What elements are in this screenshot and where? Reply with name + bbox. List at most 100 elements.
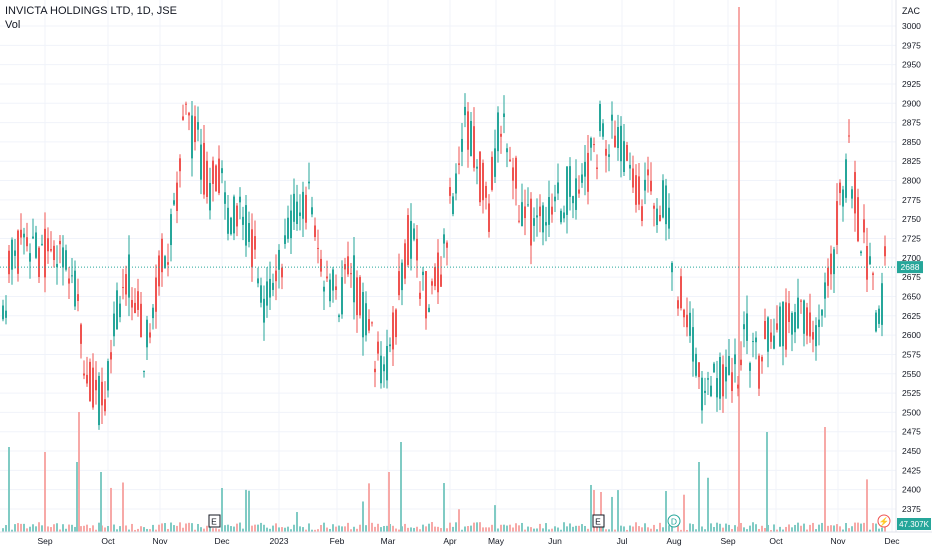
volume-bar: [428, 523, 430, 532]
candle-body: [302, 191, 304, 219]
volume-bar: [434, 526, 436, 532]
candle-body: [206, 160, 208, 197]
candle-body: [419, 292, 421, 299]
volume-bar: [323, 522, 325, 532]
volume-bar: [716, 522, 718, 532]
candle-body: [581, 174, 583, 183]
volume-bar: [137, 528, 139, 532]
candle-body: [341, 277, 343, 315]
volume-bar: [425, 526, 427, 532]
candle-body: [62, 247, 64, 268]
marker-box: [592, 514, 605, 528]
candle-body: [698, 362, 700, 378]
candle-body: [545, 222, 547, 226]
marker-circle: [877, 514, 891, 528]
candle-body: [5, 310, 7, 318]
volume-bar: [794, 524, 796, 532]
candle-body: [20, 229, 22, 238]
dividend-icon[interactable]: D: [667, 514, 681, 528]
candle-body: [701, 377, 703, 411]
candle-body: [476, 166, 478, 169]
volume-bar: [578, 525, 580, 532]
volume-bar: [2, 528, 4, 532]
volume-bar: [809, 524, 811, 532]
symbol-title[interactable]: INVICTA HOLDINGS LTD, 1D, JSE: [5, 5, 177, 17]
volume-bar: [629, 525, 631, 532]
volume-bar: [11, 529, 13, 532]
volume-bar: [707, 477, 709, 532]
volume-bar: [665, 491, 667, 532]
earnings-icon[interactable]: E: [592, 514, 605, 528]
candle-body: [518, 220, 520, 222]
price-tick-label: 2650: [902, 291, 921, 301]
split-icon[interactable]: ⚡: [877, 514, 891, 528]
candle-body: [449, 187, 451, 196]
candle-body: [878, 308, 880, 324]
candle-body: [617, 127, 619, 149]
volume-bar: [224, 525, 226, 532]
time-tick-label: Feb: [330, 536, 345, 546]
volume-bar: [359, 524, 361, 532]
candle-body: [692, 327, 694, 362]
volume-bar: [509, 524, 511, 532]
candle-body: [59, 240, 61, 245]
candle-body: [749, 363, 751, 371]
candle-body: [281, 267, 283, 278]
time-tick-label: Dec: [214, 536, 230, 546]
volume-bar: [488, 527, 490, 532]
volume-bar: [194, 529, 196, 532]
candle-body: [467, 111, 469, 150]
candle-body: [221, 168, 223, 174]
candle-body: [266, 281, 268, 306]
earnings-icon[interactable]: E: [208, 514, 221, 528]
volume-bar: [800, 525, 802, 532]
candle-body: [509, 159, 511, 162]
candle-body: [500, 133, 502, 137]
candle-body: [224, 192, 226, 204]
candle-body: [140, 303, 142, 338]
volume-bar: [785, 526, 787, 532]
volume-bar: [128, 529, 130, 532]
volume-bar: [443, 483, 445, 532]
volume-bar: [431, 522, 433, 532]
candle-body: [8, 250, 10, 275]
candle-body: [761, 356, 763, 362]
volume-bar: [125, 525, 127, 532]
candle-body: [23, 233, 25, 238]
candle-body: [311, 207, 313, 215]
candle-body: [389, 344, 391, 347]
volume-bar: [47, 526, 49, 532]
volume-bar: [335, 526, 337, 532]
volume-bar: [830, 525, 832, 532]
volume-bar: [179, 522, 181, 532]
volume-bar: [836, 524, 838, 532]
candle-body: [146, 319, 148, 348]
volume-bar: [827, 525, 829, 532]
volume-bar: [755, 524, 757, 532]
candle-body: [137, 291, 139, 310]
candle-body: [410, 221, 412, 259]
candle-body: [485, 185, 487, 198]
volume-bar: [362, 501, 364, 532]
price-tick-label: 2750: [902, 214, 921, 224]
candle-body: [872, 273, 874, 275]
volume-bar: [611, 496, 613, 532]
volume-bar: [761, 525, 763, 532]
volume-bar: [164, 523, 166, 532]
candle-body: [254, 236, 256, 250]
time-tick-label: 2023: [270, 536, 289, 546]
volume-bar: [245, 489, 247, 532]
candle-body: [56, 263, 58, 268]
volume-bar: [89, 528, 91, 532]
volume-bar: [26, 528, 28, 532]
volume-bar: [212, 528, 214, 532]
candle-body: [488, 203, 490, 232]
time-tick-label: Sep: [37, 536, 52, 546]
volume-bar: [278, 527, 280, 532]
volume-legend[interactable]: Vol: [5, 19, 21, 31]
candle-body: [212, 160, 214, 184]
time-tick-label: Oct: [769, 536, 783, 546]
candle-body: [623, 141, 625, 172]
volume-bar: [512, 527, 514, 532]
